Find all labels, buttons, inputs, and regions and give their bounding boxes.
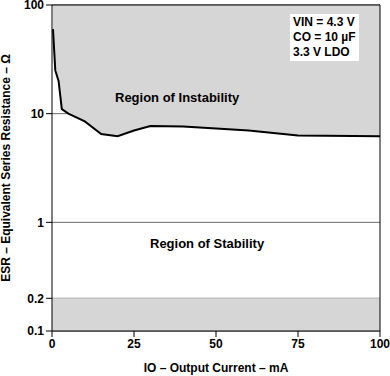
html-text:Region of Stability: Region of Stability [150,236,265,251]
svg-text:0.1: 0.1 [27,324,44,338]
html-text:3.3 V LDO: 3.3 V LDO [293,45,350,59]
svg-text:ESR – Equivalent Series Resist: ESR – Equivalent Series Resistance – Ω [8,54,13,282]
svg-text:0.2: 0.2 [27,292,44,306]
html-text:Region of Instability: Region of Instability [115,90,240,105]
svg-text:IO – Output Current – mA: IO – Output Current – mA [144,361,289,375]
html-text:CO = 10 µF: CO = 10 µF [293,30,356,44]
svg-text:1: 1 [37,216,44,230]
svg-text:100: 100 [370,337,382,351]
svg-text:0: 0 [49,337,56,351]
svg-text:100: 100 [24,0,44,12]
html-text:VIN = 4.3 V: VIN = 4.3 V [293,15,355,29]
svg-text:25: 25 [127,337,141,351]
svg-text:75: 75 [291,337,305,351]
svg-text:10: 10 [31,107,45,121]
svg-text:50: 50 [209,337,223,351]
